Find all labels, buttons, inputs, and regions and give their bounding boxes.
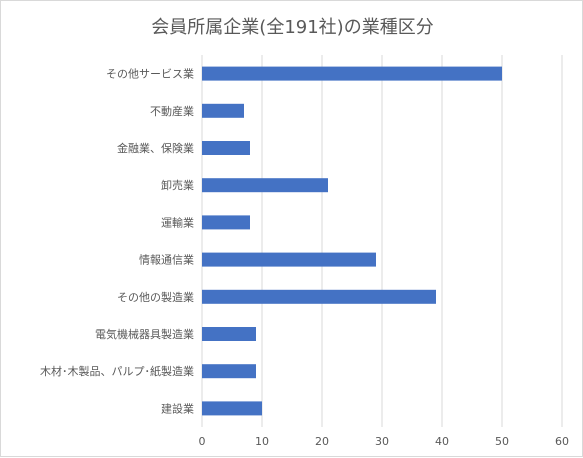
category-label: 金融業、保険業 [117,141,194,155]
bar [202,289,436,304]
category-label: 電気機械器具製造業 [95,327,194,341]
category-label: 木材･木製品、パルプ･紙製造業 [40,364,194,378]
bar [202,66,502,81]
x-tick-label: 50 [495,435,509,448]
bar [202,141,250,155]
bar [202,252,376,267]
bar [202,215,250,230]
category-label: その他サービス業 [106,68,194,81]
chart-title: 会員所属企業(全191社)の業種区分 [151,17,434,38]
category-label: 運輸業 [161,215,194,229]
x-tick-label: 10 [255,435,269,448]
bar [202,178,328,193]
bar [202,364,256,379]
x-tick-label: 30 [375,435,389,448]
x-tick-label: 60 [555,435,569,448]
bar [202,327,256,341]
category-label: その他の製造業 [117,290,194,304]
bar [202,401,262,416]
x-tick-label: 0 [199,435,206,448]
x-tick-label: 20 [315,435,329,448]
category-label: 不動産業 [150,104,194,118]
category-label: 卸売業 [161,178,194,192]
category-label: 建設業 [161,401,194,415]
bar [202,103,244,118]
category-label: 情報通信業 [139,254,194,267]
x-tick-label: 40 [435,435,449,448]
